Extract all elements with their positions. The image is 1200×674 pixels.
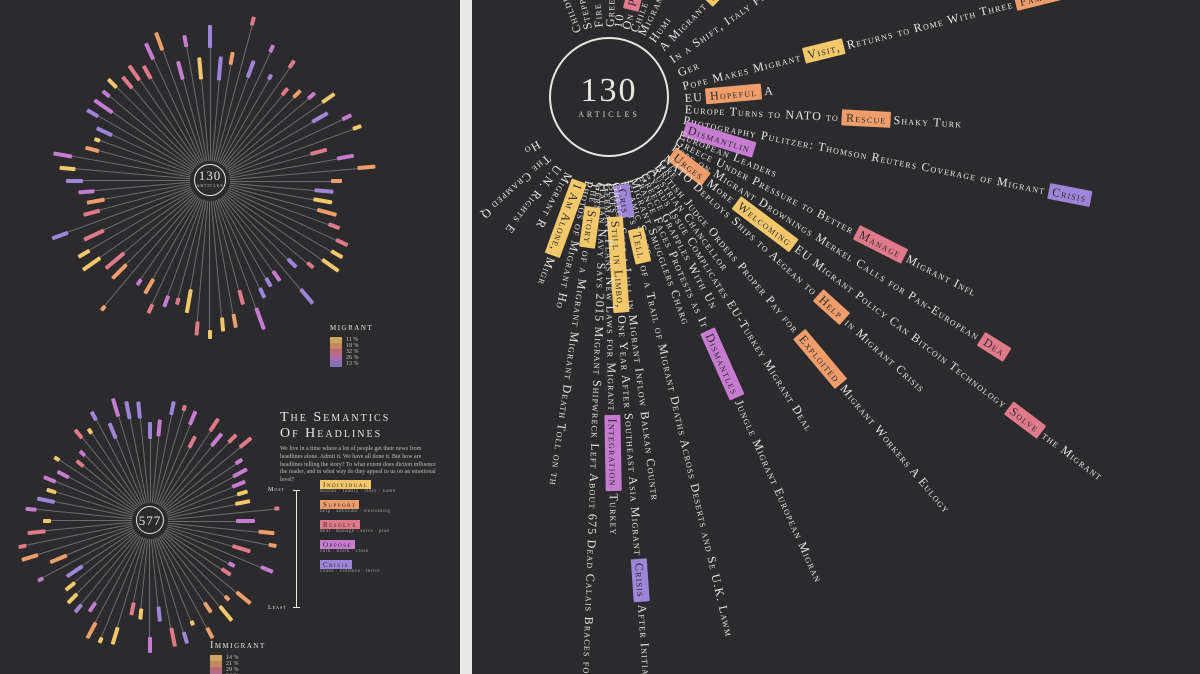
headline-text: A bbox=[763, 83, 774, 99]
category-item: Individualmother · family · story · name bbox=[320, 480, 396, 494]
category-name: Resolve bbox=[320, 520, 360, 529]
category-item: Crisischaos · violence · terror bbox=[320, 560, 396, 574]
sunburst-ray bbox=[66, 180, 210, 182]
headline-text: Turkey bbox=[606, 493, 622, 535]
legend-value: 13 % bbox=[346, 361, 359, 367]
emotion-scale: Most Least bbox=[296, 490, 297, 608]
category-item: Resolvedeal · manage · solve · plan bbox=[320, 520, 396, 534]
highlight-crisis: Crisis bbox=[1047, 183, 1092, 207]
highlight-oppose: Integration bbox=[604, 415, 621, 491]
category-keywords: help · advocate · welcoming bbox=[320, 509, 396, 514]
sunburst-ray bbox=[149, 521, 151, 653]
category-keywords: mother · family · story · name bbox=[320, 489, 396, 494]
category-list: Individualmother · family · story · name… bbox=[320, 480, 396, 580]
scale-top: Most bbox=[268, 487, 285, 493]
headline-text: Migrant Workers A Eulogy bbox=[837, 381, 954, 516]
stage: 130 articles 577 migrant 11 %18 %32 %26 … bbox=[0, 0, 1200, 674]
title-line2: Of Headlines bbox=[280, 426, 440, 442]
highlight-oppose: Dismantles bbox=[700, 327, 745, 401]
highlight-support: Rescue bbox=[842, 109, 891, 128]
category-name: Crisis bbox=[320, 560, 352, 569]
headline-text: the Migrant bbox=[1039, 428, 1106, 484]
headline-text: Returns to Rome With Three bbox=[845, 0, 1015, 52]
legend-title: Immigrant bbox=[210, 640, 266, 651]
highlight-crisis: Crisis bbox=[631, 558, 650, 602]
category-keywords: curb · block · close bbox=[320, 549, 396, 554]
highlight-resolve: Solve bbox=[1004, 401, 1047, 439]
highlight-resolve: Dea bbox=[977, 332, 1012, 362]
sunburst-ray bbox=[209, 181, 211, 339]
scale-bottom: Least bbox=[268, 605, 287, 611]
right-panel: 130 articles Children Stepping Over thFi… bbox=[472, 0, 1200, 674]
category-item: Supporthelp · advocate · welcoming bbox=[320, 500, 396, 514]
legend-immigrant: Immigrant 14 %21 %29 %24 %12 % bbox=[210, 640, 266, 674]
category-keywords: deal · manage · solve · plan bbox=[320, 529, 396, 534]
highlight-individual: Visit, bbox=[802, 38, 846, 64]
headline-text: After Initia bbox=[634, 604, 654, 674]
swatch-icon bbox=[330, 361, 342, 367]
category-keywords: chaos · violence · terror bbox=[320, 569, 396, 574]
category-name: Oppose bbox=[320, 540, 355, 549]
legend-migrant: migrant 11 %18 %32 %26 %13 % bbox=[330, 322, 373, 367]
category-name: Individual bbox=[320, 480, 371, 489]
left-panel: 130 articles 577 migrant 11 %18 %32 %26 … bbox=[0, 0, 460, 674]
highlight-support: Families bbox=[1014, 0, 1073, 11]
highlight-support: Exploited bbox=[793, 329, 847, 389]
legend-title: migrant bbox=[330, 322, 373, 333]
title-line1: The Semantics bbox=[280, 410, 440, 426]
title-block: The Semantics Of Headlines We live in a … bbox=[280, 410, 440, 485]
headline-text: Shaky Turk bbox=[893, 113, 962, 132]
legend-row: 13 % bbox=[330, 361, 373, 367]
category-item: Opposecurb · block · close bbox=[320, 540, 396, 554]
category-name: Support bbox=[320, 500, 359, 509]
